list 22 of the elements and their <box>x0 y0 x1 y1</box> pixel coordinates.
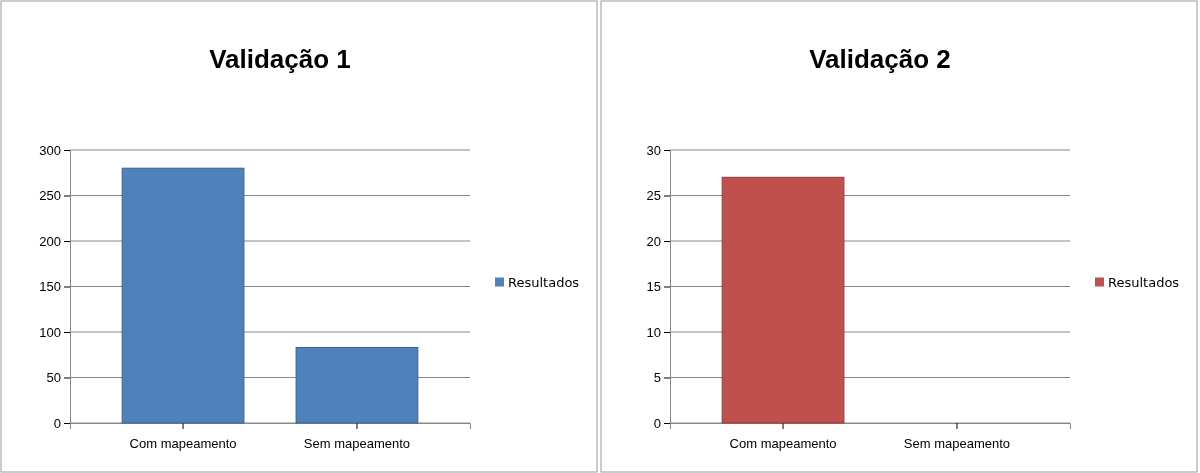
legend-label: Resultados <box>1108 274 1180 290</box>
y-tick-label: 150 <box>39 279 61 295</box>
y-tick-label: 200 <box>39 233 61 249</box>
y-tick-label: 0 <box>53 415 61 431</box>
y-tick-label: 15 <box>646 279 661 295</box>
y-tick-label: 50 <box>46 370 61 386</box>
x-tick-label: Com mapeamento <box>129 435 237 451</box>
chart-title: Validação 2 <box>809 44 951 74</box>
x-tick-label: Sem mapeamento <box>303 435 411 451</box>
y-tick-label: 250 <box>39 188 61 204</box>
y-tick-label: 100 <box>39 324 61 340</box>
y-tick-label: 10 <box>646 324 661 340</box>
y-tick-label: 20 <box>646 233 661 249</box>
y-tick-label: 25 <box>646 188 661 204</box>
x-tick-label: Sem mapeamento <box>903 435 1011 451</box>
y-tick-label: 5 <box>653 370 661 386</box>
y-tick-label: 0 <box>653 415 661 431</box>
y-tick-label: 30 <box>646 142 661 158</box>
chart-title: Validação 1 <box>209 44 351 74</box>
legend-label: Resultados <box>508 274 580 290</box>
y-tick-label: 300 <box>39 142 61 158</box>
x-tick-label: Com mapeamento <box>729 435 837 451</box>
